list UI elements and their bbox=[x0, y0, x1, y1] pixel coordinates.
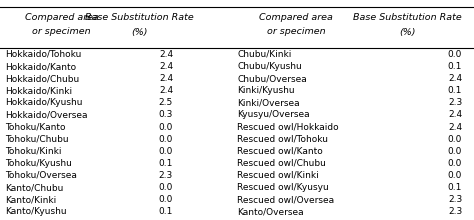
Text: 2.4: 2.4 bbox=[159, 74, 173, 83]
Text: Compared area: Compared area bbox=[259, 13, 333, 22]
Text: Rescued owl/Kyusyu: Rescued owl/Kyusyu bbox=[237, 183, 329, 192]
Text: Base Substitution Rate: Base Substitution Rate bbox=[85, 13, 194, 22]
Text: 0.0: 0.0 bbox=[159, 195, 173, 204]
Text: Hokkaido/Tohoku: Hokkaido/Tohoku bbox=[5, 50, 81, 59]
Text: Hokkaido/Kyushu: Hokkaido/Kyushu bbox=[5, 98, 82, 107]
Text: (%): (%) bbox=[132, 28, 148, 37]
Text: Tohoku/Kinki: Tohoku/Kinki bbox=[5, 147, 61, 156]
Text: 2.4: 2.4 bbox=[159, 50, 173, 59]
Text: 0.1: 0.1 bbox=[448, 183, 462, 192]
Text: 0.0: 0.0 bbox=[159, 123, 173, 132]
Text: 2.4: 2.4 bbox=[159, 62, 173, 71]
Text: 2.4: 2.4 bbox=[448, 123, 462, 132]
Text: 0.0: 0.0 bbox=[159, 147, 173, 156]
Text: 0.1: 0.1 bbox=[448, 86, 462, 95]
Text: 2.3: 2.3 bbox=[159, 171, 173, 180]
Text: Hokkaido/Chubu: Hokkaido/Chubu bbox=[5, 74, 79, 83]
Text: Kanto/Oversea: Kanto/Oversea bbox=[237, 207, 304, 216]
Text: 2.5: 2.5 bbox=[159, 98, 173, 107]
Text: or specimen: or specimen bbox=[267, 28, 326, 37]
Text: Tohoku/Oversea: Tohoku/Oversea bbox=[5, 171, 77, 180]
Text: 0.0: 0.0 bbox=[159, 135, 173, 144]
Text: Tohoku/Kyushu: Tohoku/Kyushu bbox=[5, 159, 72, 168]
Text: (%): (%) bbox=[400, 28, 416, 37]
Text: 0.0: 0.0 bbox=[448, 50, 462, 59]
Text: 0.0: 0.0 bbox=[448, 159, 462, 168]
Text: 0.1: 0.1 bbox=[159, 159, 173, 168]
Text: Hokkaido/Kinki: Hokkaido/Kinki bbox=[5, 86, 72, 95]
Text: Hokkaido/Oversea: Hokkaido/Oversea bbox=[5, 110, 87, 119]
Text: 2.4: 2.4 bbox=[448, 74, 462, 83]
Text: 0.0: 0.0 bbox=[448, 135, 462, 144]
Text: 0.3: 0.3 bbox=[159, 110, 173, 119]
Text: 0.0: 0.0 bbox=[159, 183, 173, 192]
Text: 2.3: 2.3 bbox=[448, 207, 462, 216]
Text: Kanto/Kinki: Kanto/Kinki bbox=[5, 195, 56, 204]
Text: 0.0: 0.0 bbox=[448, 171, 462, 180]
Text: Rescued owl/Tohoku: Rescued owl/Tohoku bbox=[237, 135, 328, 144]
Text: 2.4: 2.4 bbox=[448, 110, 462, 119]
Text: Rescued owl/Oversea: Rescued owl/Oversea bbox=[237, 195, 334, 204]
Text: Chubu/Kinki: Chubu/Kinki bbox=[237, 50, 292, 59]
Text: Kanto/Kyushu: Kanto/Kyushu bbox=[5, 207, 66, 216]
Text: Rescued owl/Kinki: Rescued owl/Kinki bbox=[237, 171, 319, 180]
Text: 0.1: 0.1 bbox=[159, 207, 173, 216]
Text: or specimen: or specimen bbox=[32, 28, 91, 37]
Text: Chubu/Kyushu: Chubu/Kyushu bbox=[237, 62, 302, 71]
Text: Rescued owl/Chubu: Rescued owl/Chubu bbox=[237, 159, 326, 168]
Text: Rescued owl/Hokkaido: Rescued owl/Hokkaido bbox=[237, 123, 338, 132]
Text: Hokkaido/Kanto: Hokkaido/Kanto bbox=[5, 62, 76, 71]
Text: Chubu/Oversea: Chubu/Oversea bbox=[237, 74, 307, 83]
Text: Kinki/Oversea: Kinki/Oversea bbox=[237, 98, 300, 107]
Text: 0.1: 0.1 bbox=[448, 62, 462, 71]
Text: 2.3: 2.3 bbox=[448, 195, 462, 204]
Text: Kinki/Kyushu: Kinki/Kyushu bbox=[237, 86, 295, 95]
Text: 2.4: 2.4 bbox=[159, 86, 173, 95]
Text: 0.0: 0.0 bbox=[448, 147, 462, 156]
Text: 2.3: 2.3 bbox=[448, 98, 462, 107]
Text: Compared area: Compared area bbox=[25, 13, 99, 22]
Text: Rescued owl/Kanto: Rescued owl/Kanto bbox=[237, 147, 323, 156]
Text: Tohoku/Kanto: Tohoku/Kanto bbox=[5, 123, 65, 132]
Text: Base Substitution Rate: Base Substitution Rate bbox=[353, 13, 462, 22]
Text: Tohoku/Chubu: Tohoku/Chubu bbox=[5, 135, 68, 144]
Text: Kanto/Chubu: Kanto/Chubu bbox=[5, 183, 63, 192]
Text: Kyusyu/Oversea: Kyusyu/Oversea bbox=[237, 110, 310, 119]
